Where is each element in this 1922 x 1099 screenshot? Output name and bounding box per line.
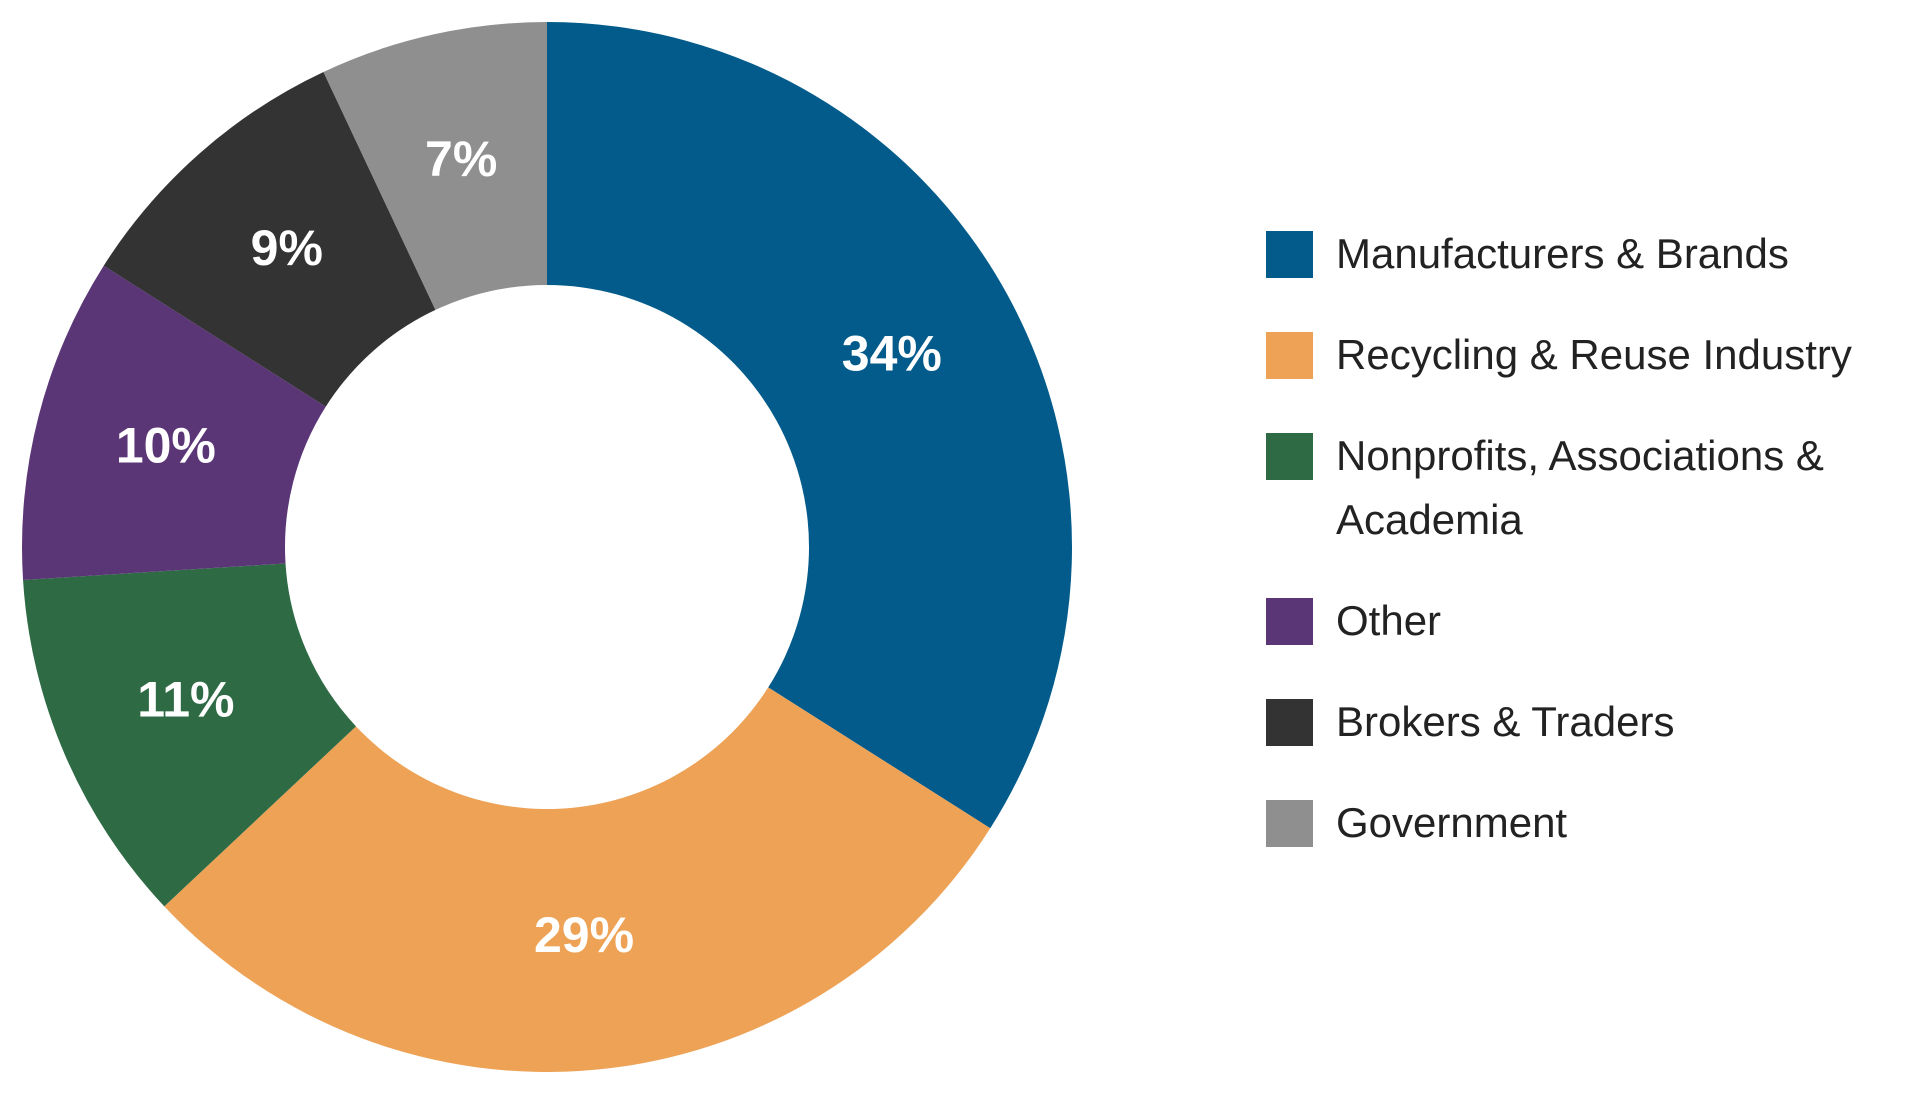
slice [323,22,547,310]
legend-item: Brokers & Traders [1266,693,1916,754]
legend-label: Brokers & Traders [1336,698,1675,745]
legend: Manufacturers & Brands Recycling & Reuse … [1266,225,1916,895]
slice-label: 9% [251,220,323,276]
legend-item: Recycling & Reuse Industry [1266,326,1916,387]
slice [22,265,326,580]
legend-swatch [1266,699,1313,746]
chart: 34% 29% 11% 10% 9% 7% [22,22,1072,1072]
slice-label: 11% [137,671,234,727]
slice-label: 29% [534,907,634,963]
legend-item: Nonprofits, Associations & Academia [1266,427,1916,552]
legend-item: Other [1266,592,1916,653]
legend-swatch [1266,598,1313,645]
legend-swatch [1266,332,1313,379]
legend-label: Manufacturers & Brands [1336,230,1789,277]
slice [164,687,991,1072]
slice [103,71,436,407]
legend-swatch [1266,231,1313,278]
legend-item: Government [1266,794,1916,855]
slice-label: 7% [425,131,497,187]
slice-label: 10% [116,417,216,473]
slice [547,22,1072,829]
legend-label: Government [1336,799,1568,846]
legend-label: Other [1336,597,1442,644]
legend-item: Manufacturers & Brands [1266,225,1916,286]
legend-label: Recycling & Reuse Industry [1336,331,1852,378]
legend-swatch [1266,433,1313,480]
legend-swatch [1266,800,1313,847]
slice [23,563,357,907]
slice-label: 34% [842,326,942,382]
legend-label: Nonprofits, Associations & Academia [1336,432,1824,543]
